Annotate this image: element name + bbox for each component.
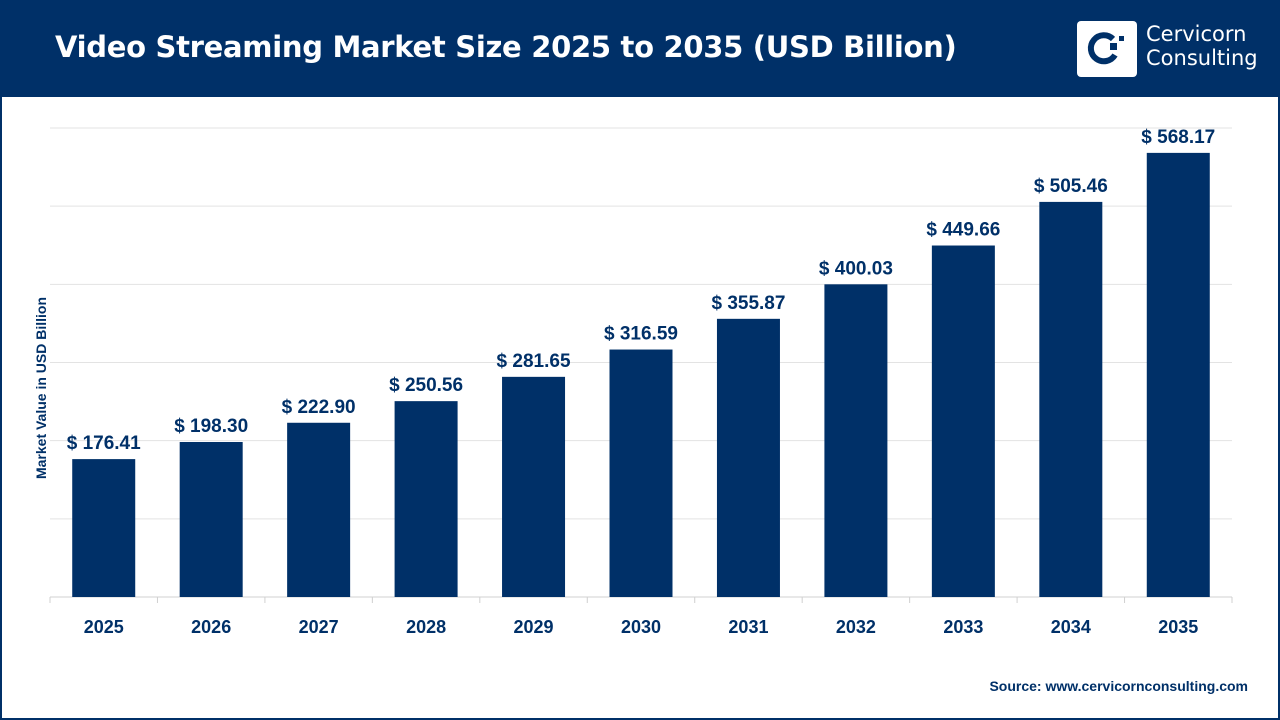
x-tick-label: 2028 (406, 617, 446, 637)
cervicorn-logo-icon (1077, 21, 1137, 77)
bar-2031 (716, 318, 780, 597)
x-tick-label: 2034 (1051, 617, 1091, 637)
chart-title: Video Streaming Market Size 2025 to 2035… (55, 30, 957, 64)
logo-text-line-2: Consulting (1146, 46, 1258, 70)
bar-2025 (72, 459, 136, 597)
data-label-2027: $ 222.90 (282, 397, 356, 418)
data-label-2030: $ 316.59 (604, 324, 678, 345)
bar-2028 (394, 401, 458, 597)
bar-2034 (1039, 201, 1103, 597)
data-label-2026: $ 198.30 (174, 416, 248, 437)
bar-2033 (931, 245, 995, 598)
header-banner: Video Streaming Market Size 2025 to 2035… (0, 0, 1280, 97)
data-label-2035: $ 568.17 (1141, 127, 1215, 148)
x-tick-label: 2032 (836, 617, 876, 637)
x-tick-label: 2025 (84, 617, 124, 637)
source-text: Source: www.cervicornconsulting.com (989, 678, 1248, 694)
x-tick-label: 2027 (299, 617, 339, 637)
bar-2027 (287, 422, 351, 597)
data-label-2032: $ 400.03 (819, 258, 893, 279)
logo-text: Cervicorn Consulting (1146, 22, 1258, 70)
x-tick-label: 2029 (514, 617, 554, 637)
data-label-2034: $ 505.46 (1034, 176, 1108, 197)
x-tick-label: 2026 (191, 617, 231, 637)
bar-2030 (609, 349, 673, 597)
data-label-2031: $ 355.87 (711, 293, 785, 314)
x-tick-label: 2030 (621, 617, 661, 637)
data-label-2025: $ 176.41 (67, 433, 141, 454)
logo-text-line-1: Cervicorn (1146, 22, 1247, 46)
x-tick-label: 2033 (943, 617, 983, 637)
data-label-2028: $ 250.56 (389, 375, 463, 396)
x-tick-label: 2035 (1158, 617, 1198, 637)
data-label-2033: $ 449.66 (926, 220, 1000, 241)
data-label-2029: $ 281.65 (497, 351, 571, 372)
x-tick-label: 2031 (728, 617, 768, 637)
bar-2032 (824, 284, 888, 597)
bar-2029 (502, 376, 566, 597)
bar-2026 (179, 441, 243, 597)
bar-2035 (1146, 152, 1210, 598)
